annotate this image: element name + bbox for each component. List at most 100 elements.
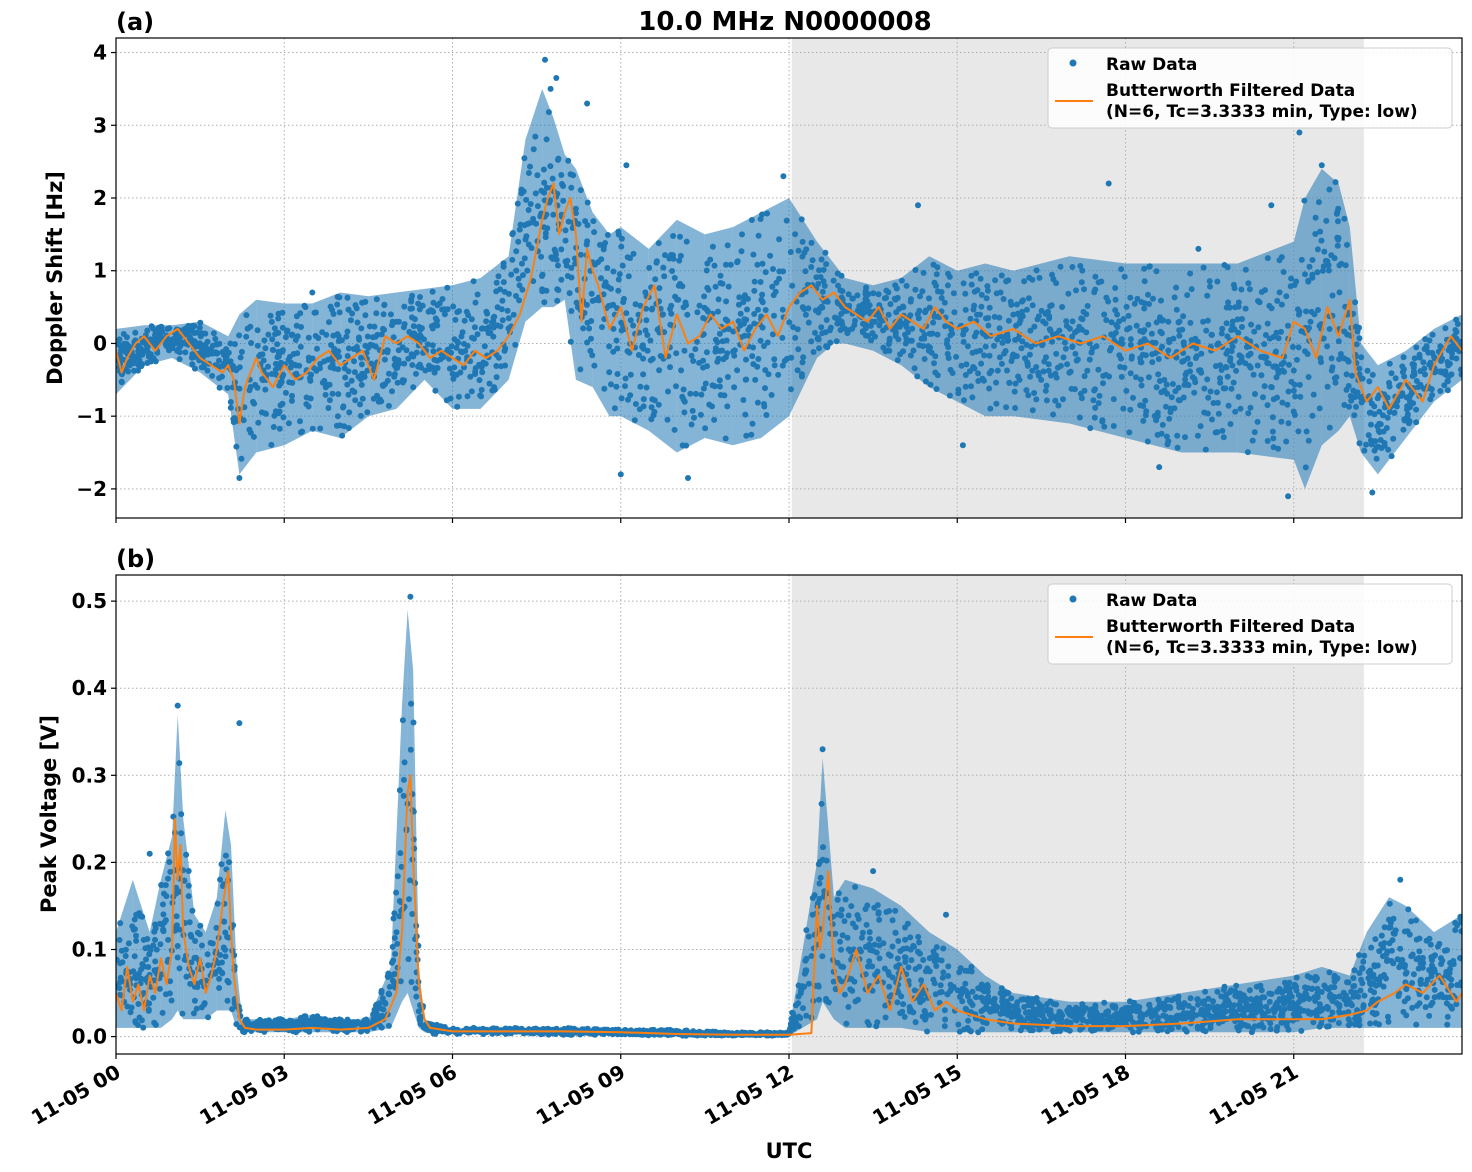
raw-point — [1155, 371, 1162, 378]
raw-point — [1410, 400, 1417, 407]
raw-point — [700, 315, 707, 321]
raw-point — [1078, 315, 1085, 322]
raw-point — [1040, 318, 1047, 325]
raw-point — [1227, 358, 1234, 364]
raw-point — [1022, 1009, 1029, 1016]
raw-point — [614, 371, 621, 377]
raw-point — [1043, 397, 1050, 404]
raw-point — [1317, 355, 1324, 362]
raw-point — [1320, 335, 1327, 342]
raw-point — [1176, 397, 1183, 404]
raw-point — [1264, 438, 1271, 444]
raw-point — [993, 379, 1000, 386]
raw-point — [555, 287, 562, 294]
raw-point — [944, 282, 951, 289]
raw-point — [1409, 373, 1416, 380]
raw-point — [974, 287, 981, 294]
raw-point — [947, 366, 954, 373]
raw-point — [359, 395, 366, 402]
raw-point — [809, 895, 816, 901]
raw-point — [667, 306, 673, 312]
raw-point — [1298, 256, 1305, 263]
legend-filtered-label-line: Butterworth Filtered Data — [1106, 81, 1355, 101]
raw-point — [1099, 417, 1106, 424]
raw-point — [532, 190, 539, 197]
raw-point — [922, 309, 929, 316]
raw-point — [1025, 1002, 1032, 1009]
raw-point — [651, 397, 658, 404]
raw-point — [962, 326, 969, 333]
raw-point — [835, 318, 842, 325]
raw-point — [396, 913, 403, 920]
raw-point — [127, 362, 133, 369]
raw-point — [1333, 374, 1340, 381]
raw-point — [601, 385, 608, 392]
raw-point — [347, 317, 354, 324]
raw-point — [838, 310, 845, 317]
raw-point — [1359, 375, 1366, 382]
raw-point — [547, 163, 554, 170]
raw-point — [260, 357, 267, 364]
raw-point — [1052, 397, 1059, 404]
raw-point — [411, 316, 418, 323]
raw-point — [384, 377, 391, 384]
raw-point — [694, 338, 700, 345]
raw-point — [931, 279, 938, 286]
raw-point — [618, 243, 625, 250]
raw-point — [842, 896, 849, 903]
raw-point — [577, 251, 584, 258]
raw-point — [1304, 351, 1311, 357]
raw-point — [233, 443, 240, 450]
raw-point — [912, 1019, 919, 1026]
raw-point — [602, 240, 609, 246]
raw-point — [1307, 974, 1314, 981]
raw-point — [344, 328, 351, 335]
raw-point — [754, 261, 761, 268]
raw-point — [196, 324, 203, 331]
raw-point — [439, 296, 446, 302]
raw-point — [764, 210, 771, 217]
raw-point — [743, 356, 749, 363]
raw-point — [1130, 394, 1136, 401]
raw-point — [415, 300, 422, 307]
raw-point — [798, 371, 805, 378]
raw-point — [789, 282, 796, 289]
raw-point — [455, 393, 462, 400]
raw-point — [127, 1009, 134, 1016]
raw-point — [1192, 379, 1199, 386]
raw-point — [1401, 928, 1408, 935]
raw-point — [622, 375, 629, 382]
raw-point — [1323, 217, 1330, 224]
raw-point — [933, 271, 940, 278]
raw-band — [1181, 263, 1238, 453]
raw-point — [406, 896, 412, 903]
raw-point — [939, 974, 946, 981]
raw-outlier-point — [1105, 180, 1112, 187]
raw-point — [758, 296, 765, 303]
raw-point — [690, 358, 697, 364]
raw-point — [1400, 354, 1407, 361]
raw-point — [394, 364, 401, 371]
raw-point — [1221, 262, 1228, 268]
raw-point — [461, 317, 468, 324]
raw-point — [1285, 420, 1292, 427]
raw-outlier-point — [1285, 493, 1292, 500]
raw-point — [790, 324, 797, 331]
raw-point — [343, 333, 350, 340]
raw-point — [1049, 338, 1056, 345]
raw-point — [903, 322, 910, 329]
raw-point — [1324, 1023, 1330, 1030]
raw-point — [441, 311, 448, 318]
raw-point — [288, 331, 295, 338]
raw-point — [960, 280, 967, 287]
raw-point — [380, 1006, 387, 1013]
raw-point — [499, 297, 506, 304]
raw-point — [1269, 414, 1276, 421]
raw-point — [834, 270, 841, 277]
raw-point — [1444, 1021, 1451, 1028]
raw-point — [178, 830, 185, 837]
raw-point — [294, 333, 301, 340]
raw-point — [761, 343, 767, 349]
raw-point — [739, 231, 745, 238]
raw-point — [289, 379, 296, 386]
